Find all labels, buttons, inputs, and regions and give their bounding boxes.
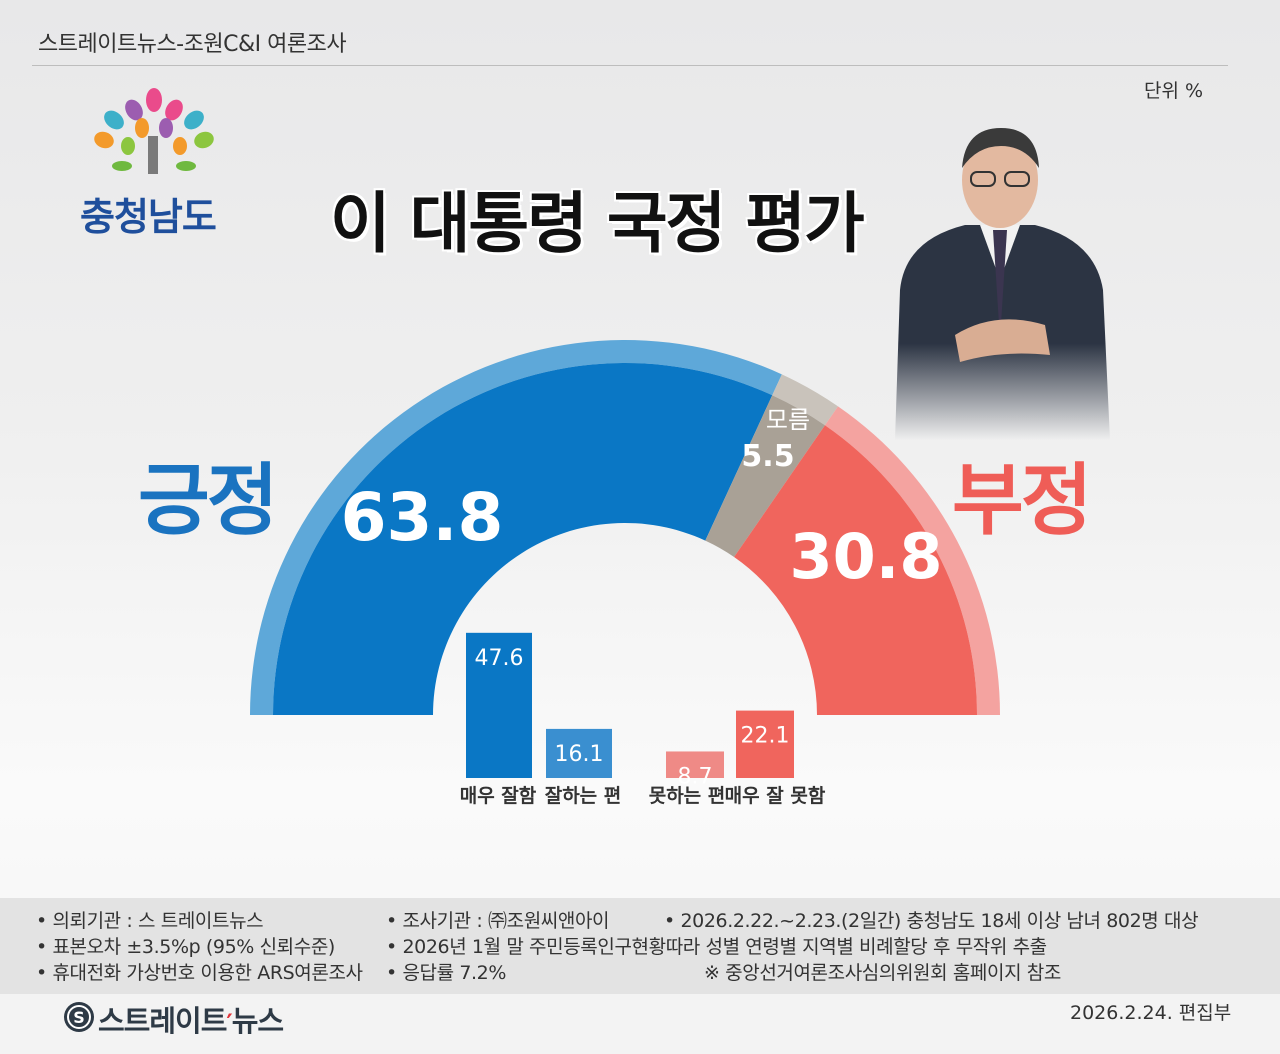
- header-divider: [32, 65, 1228, 66]
- breakdown-category-label: 매우 잘함: [460, 785, 537, 807]
- unit-label: 단위 %: [1144, 80, 1204, 102]
- negative-slice-rim: [824, 406, 1000, 715]
- footer-note: • 2026.2.22.~2.23.(2일간) 충청남도 18세 이상 남녀 8…: [664, 910, 1199, 932]
- breakdown-value-label: 8.7: [678, 764, 713, 789]
- positive-label: 긍정: [138, 456, 279, 546]
- breakdown-category-label: 못하는 편: [649, 785, 726, 807]
- breakdown-bar: [546, 728, 612, 778]
- breakdown-value-label: 47.6: [475, 646, 524, 671]
- positive-value-label: 63.8: [341, 479, 504, 556]
- bottom-bar: [0, 994, 1280, 1054]
- breakdown-category-label: 잘하는 편: [545, 785, 622, 807]
- breakdown-value-label: 22.1: [741, 724, 790, 749]
- straight-news-logo-icon: S: [64, 1002, 94, 1032]
- footer-note: • 휴대전화 가상번호 이용한 ARS여론조사: [36, 962, 363, 984]
- breakdown-category-label: 매우 잘 못함: [725, 785, 826, 807]
- positive-slice-rim: [250, 339, 782, 715]
- survey-info-footer: • 의뢰기관 : 스 트레이트뉴스 • 표본오차 ±3.5%p (95% 신뢰수…: [0, 898, 1280, 994]
- breakdown-bar: [736, 710, 794, 778]
- footer-note: • 조사기관 : ㈜조원씨앤아이: [386, 910, 610, 932]
- footer-note: • 의뢰기관 : 스 트레이트뉴스: [36, 910, 264, 932]
- publish-date: 2026.2.24. 편집부: [1070, 1002, 1232, 1024]
- unknown-value-label: 5.5: [741, 439, 794, 474]
- negative-label: 부정: [952, 456, 1093, 546]
- unknown-slice-rim: [772, 374, 839, 426]
- negative-value-label: 30.8: [790, 520, 943, 593]
- unknown-slice: [705, 395, 825, 557]
- breakdown-bar: [466, 632, 532, 778]
- logo-text: 충청남도: [80, 195, 217, 239]
- brand-name-sub: 뉴스: [231, 1004, 284, 1038]
- svg-text:S: S: [73, 1008, 85, 1027]
- person-photo-icon: [895, 128, 1110, 440]
- brand-name-main: 스트레이트: [98, 1004, 227, 1038]
- footer-note: • 2026년 1월 말 주민등록인구현황따라 성별 연령별 지역별 비례할당 …: [386, 936, 1047, 958]
- chart-title: 이 대통령 국정 평가: [330, 185, 865, 262]
- positive-slice: [273, 363, 773, 715]
- footer-note: • 표본오차 ±3.5%p (95% 신뢰수준): [36, 936, 335, 958]
- survey-source-header: 스트레이트뉴스-조원C&I 여론조사: [38, 32, 347, 57]
- breakdown-value-label: 16.1: [555, 742, 604, 767]
- brand-name: 스트레이트′뉴스: [98, 1004, 284, 1038]
- footer-note: ※ 중앙선거여론조사심의위원회 홈페이지 참조: [704, 962, 1061, 984]
- chungnam-logo-icon: [94, 88, 214, 174]
- footer-note: • 응답률 7.2%: [386, 962, 506, 984]
- unknown-category-label: 모름: [766, 406, 810, 434]
- negative-slice: [734, 425, 977, 715]
- breakdown-bar: [666, 751, 724, 778]
